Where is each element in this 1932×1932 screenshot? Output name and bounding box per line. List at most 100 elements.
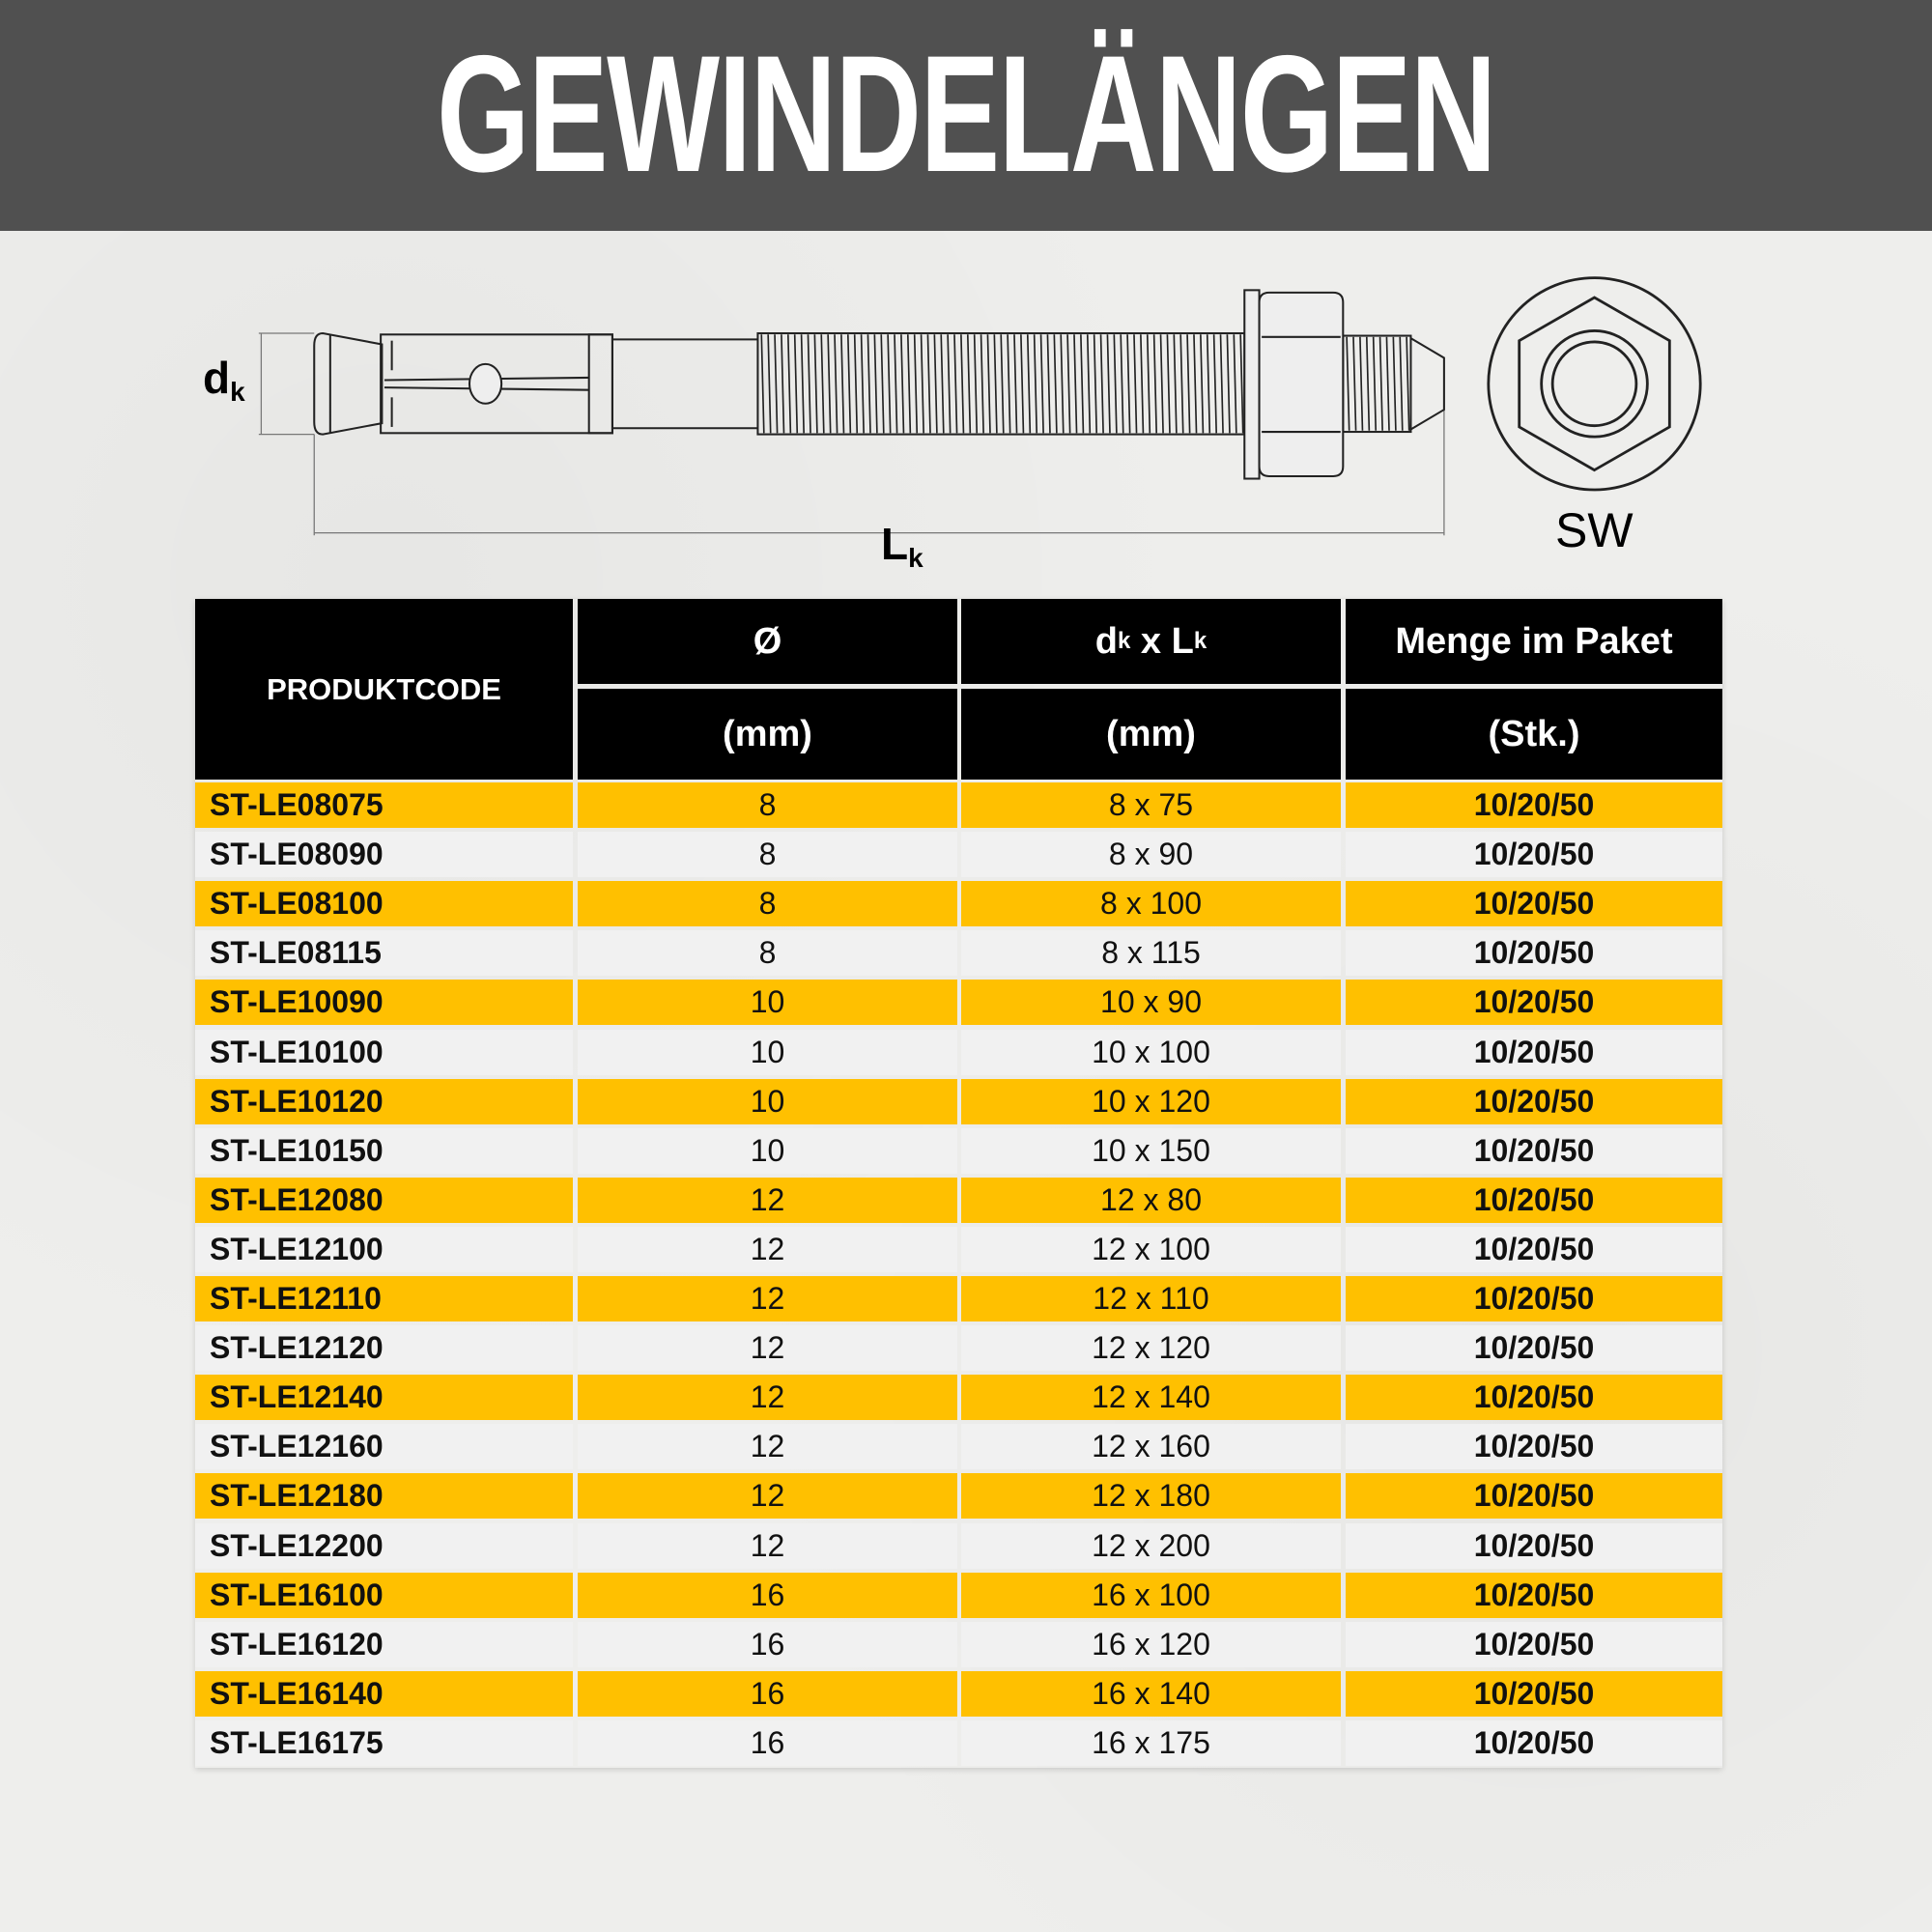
cell-code: ST-LE12180 (195, 1473, 573, 1520)
washer (1243, 289, 1261, 480)
cell-qty: 10/20/50 (1346, 1078, 1722, 1124)
cell-size: 12 x 180 (961, 1473, 1341, 1520)
cell-code: ST-LE16175 (195, 1719, 573, 1766)
cell-d: 12 (578, 1375, 957, 1421)
cell-qty: 10/20/50 (1346, 930, 1722, 977)
cell-d: 8 (578, 782, 957, 829)
cell-d: 12 (578, 1276, 957, 1322)
hex-nut (1258, 291, 1345, 477)
header-size-unit: (mm) (961, 689, 1341, 780)
cell-d: 8 (578, 832, 957, 878)
cell-size: 12 x 100 (961, 1226, 1341, 1272)
cell-qty: 10/20/50 (1346, 1375, 1722, 1421)
cell-d: 12 (578, 1325, 957, 1372)
cell-qty: 10/20/50 (1346, 881, 1722, 927)
cell-size: 10 x 100 (961, 1029, 1341, 1075)
cell-size: 12 x 160 (961, 1424, 1341, 1470)
cell-code: ST-LE10150 (195, 1127, 573, 1174)
cell-code: ST-LE08115 (195, 930, 573, 977)
cell-d: 10 (578, 1078, 957, 1124)
cell-size: 12 x 200 (961, 1522, 1341, 1569)
cell-size: 12 x 120 (961, 1325, 1341, 1372)
header-qty: Menge im Paket (1346, 599, 1722, 684)
cell-code: ST-LE08090 (195, 832, 573, 878)
cell-code: ST-LE16100 (195, 1572, 573, 1618)
cell-code: ST-LE16120 (195, 1621, 573, 1667)
cell-qty: 10/20/50 (1346, 1522, 1722, 1569)
cell-qty: 10/20/50 (1346, 782, 1722, 829)
dk-dimension-line (258, 332, 315, 436)
cell-d: 8 (578, 930, 957, 977)
cell-size: 16 x 140 (961, 1670, 1341, 1717)
lk-label: Lk (881, 519, 923, 573)
cell-d: 12 (578, 1226, 957, 1272)
cell-qty: 10/20/50 (1346, 1276, 1722, 1322)
anchor-bolt-diagram (258, 276, 1702, 536)
thread (760, 334, 1410, 434)
cell-qty: 10/20/50 (1346, 1572, 1722, 1618)
cell-qty: 10/20/50 (1346, 1473, 1722, 1520)
cell-qty: 10/20/50 (1346, 1226, 1722, 1272)
cell-size: 16 x 100 (961, 1572, 1341, 1618)
cell-qty: 10/20/50 (1346, 1029, 1722, 1075)
cell-code: ST-LE12140 (195, 1375, 573, 1421)
header-code: PRODUKTCODE (195, 599, 573, 780)
cell-qty: 10/20/50 (1346, 1177, 1722, 1223)
lk-dimension-line (313, 407, 1445, 536)
cone-head (313, 331, 384, 436)
cell-size: 12 x 80 (961, 1177, 1341, 1223)
dk-label: dk (203, 353, 245, 407)
cell-d: 12 (578, 1522, 957, 1569)
cell-code: ST-LE16140 (195, 1670, 573, 1717)
cell-code: ST-LE08100 (195, 881, 573, 927)
cell-code: ST-LE12160 (195, 1424, 573, 1470)
cell-qty: 10/20/50 (1346, 1621, 1722, 1667)
expansion-sleeve (380, 333, 613, 435)
cell-code: ST-LE08075 (195, 782, 573, 829)
nut-top-view (1487, 276, 1702, 492)
cell-qty: 10/20/50 (1346, 1424, 1722, 1470)
cell-d: 16 (578, 1719, 957, 1766)
cell-size: 16 x 175 (961, 1719, 1341, 1766)
cell-code: ST-LE12120 (195, 1325, 573, 1372)
header-diameter: Ø (578, 599, 957, 684)
cell-code: ST-LE12200 (195, 1522, 573, 1569)
cell-size: 8 x 115 (961, 930, 1341, 977)
header-diameter-unit: (mm) (578, 689, 957, 780)
cell-code: ST-LE12080 (195, 1177, 573, 1223)
cell-code: ST-LE10090 (195, 980, 573, 1026)
cell-d: 12 (578, 1473, 957, 1520)
cell-qty: 10/20/50 (1346, 832, 1722, 878)
cell-d: 16 (578, 1621, 957, 1667)
shaft (611, 338, 758, 430)
cell-code: ST-LE12110 (195, 1276, 573, 1322)
cell-size: 12 x 140 (961, 1375, 1341, 1421)
header-qty-unit: (Stk.) (1346, 689, 1722, 780)
cell-code: ST-LE10120 (195, 1078, 573, 1124)
page-title: GEWINDELÄNGEN (437, 21, 1496, 207)
cell-code: ST-LE12100 (195, 1226, 573, 1272)
cell-d: 16 (578, 1670, 957, 1717)
cell-qty: 10/20/50 (1346, 1127, 1722, 1174)
cell-size: 10 x 120 (961, 1078, 1341, 1124)
cell-qty: 10/20/50 (1346, 1670, 1722, 1717)
cell-code: ST-LE10100 (195, 1029, 573, 1075)
cell-size: 12 x 110 (961, 1276, 1341, 1322)
cell-size: 8 x 100 (961, 881, 1341, 927)
sw-label: SW (1555, 503, 1634, 557)
cell-size: 8 x 90 (961, 832, 1341, 878)
cell-size: 16 x 120 (961, 1621, 1341, 1667)
cell-size: 8 x 75 (961, 782, 1341, 829)
cell-qty: 10/20/50 (1346, 1325, 1722, 1372)
cell-d: 10 (578, 980, 957, 1026)
title-banner: GEWINDELÄNGEN (0, 0, 1932, 231)
cell-size: 10 x 90 (961, 980, 1341, 1026)
cell-d: 12 (578, 1177, 957, 1223)
cell-d: 10 (578, 1029, 957, 1075)
cell-d: 12 (578, 1424, 957, 1470)
cell-d: 10 (578, 1127, 957, 1174)
cell-size: 10 x 150 (961, 1127, 1341, 1174)
cell-qty: 10/20/50 (1346, 1719, 1722, 1766)
